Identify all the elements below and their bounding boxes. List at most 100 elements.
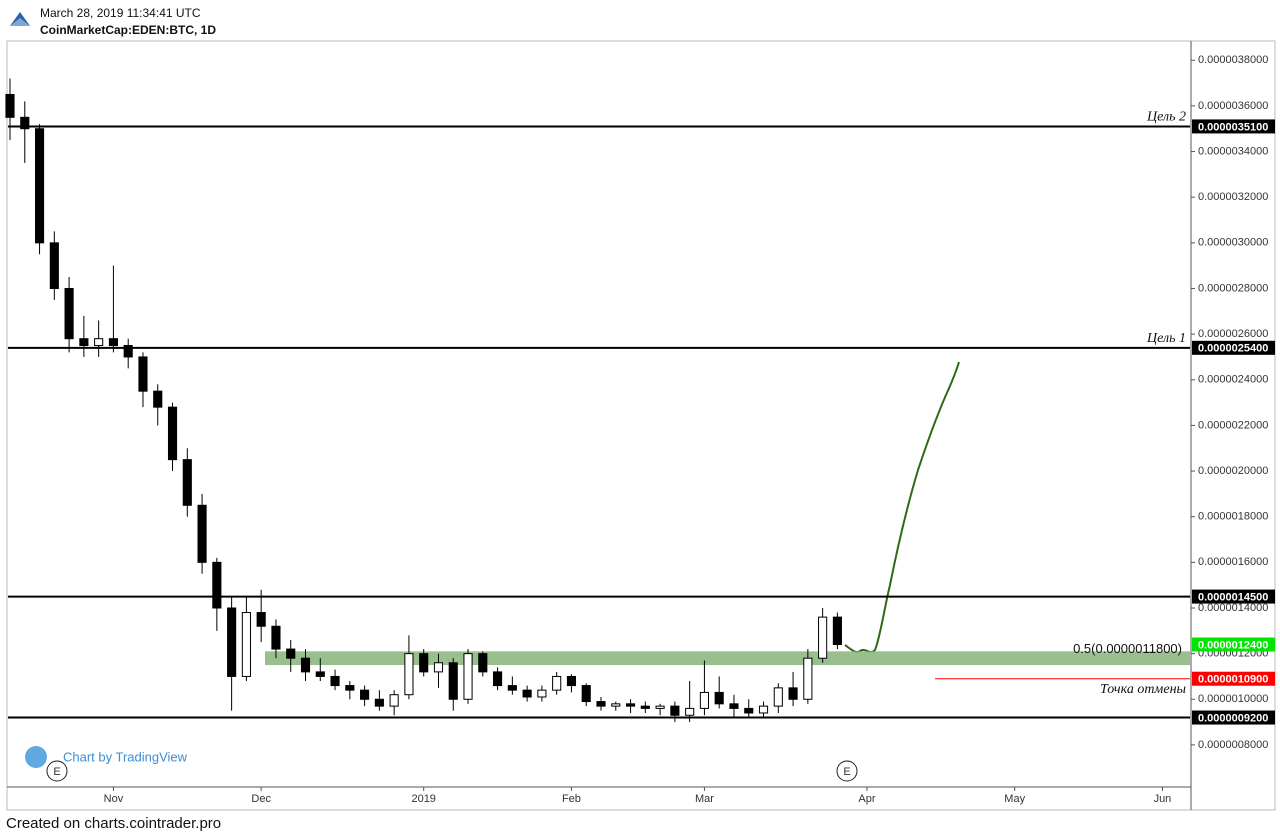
candle-body — [478, 653, 488, 673]
candle-body — [611, 703, 621, 707]
candle-body — [758, 705, 769, 714]
candle-body — [286, 648, 296, 659]
candle-body — [182, 459, 192, 506]
candle-body — [522, 689, 532, 698]
frame — [6, 40, 1276, 811]
candle-body — [389, 694, 399, 707]
level-name: Цель 1 — [1146, 331, 1186, 346]
candle-body — [49, 242, 59, 289]
candle-body — [167, 406, 178, 461]
candle-body — [818, 616, 828, 659]
logo — [10, 12, 30, 26]
y-tick-label: 0.0000016000 — [1198, 556, 1268, 568]
x-tick-label: Dec — [251, 793, 271, 805]
candle-body — [34, 128, 45, 244]
candle-body — [773, 687, 783, 707]
candle-body — [433, 662, 444, 673]
candle-body — [123, 345, 133, 358]
candle-body — [271, 625, 281, 650]
event-marker — [836, 760, 858, 782]
y-tick-label: 0.0000008000 — [1198, 739, 1268, 751]
level-label: 0.0000009200 — [1198, 712, 1268, 724]
candle-body — [153, 390, 163, 408]
candle-body — [448, 662, 458, 700]
level-label-box — [1192, 340, 1275, 355]
candle-body — [507, 685, 517, 691]
candle-body — [360, 689, 370, 700]
y-tick-label: 0.0000030000 — [1198, 237, 1268, 249]
y-tick-label: 0.0000032000 — [1198, 191, 1268, 203]
candle-body — [374, 698, 384, 707]
candle-body — [640, 705, 650, 709]
candle-body — [5, 93, 15, 118]
event-marker-label: E — [843, 766, 850, 778]
event-marker — [46, 760, 68, 782]
chart: Chart by TradingView E E 0.0000008000 0.0… — [5, 40, 1276, 811]
candle-body — [212, 561, 222, 609]
y-tick-label: 0.0000034000 — [1198, 145, 1268, 157]
candle-body — [197, 504, 207, 563]
candle-body — [537, 689, 547, 698]
candle-body — [227, 607, 237, 677]
candle-body — [744, 707, 754, 714]
candle-body — [64, 287, 74, 340]
event-marker-label: E — [53, 766, 60, 778]
candle-body — [552, 675, 562, 691]
candle-body — [625, 703, 636, 707]
y-tick-label: 0.0000028000 — [1198, 282, 1268, 294]
x-tick-label: Jun — [1154, 793, 1172, 805]
watermark: Chart by TradingView — [63, 749, 188, 764]
level-label: 0.0000014500 — [1198, 591, 1268, 603]
level-label-box — [1192, 119, 1275, 134]
candle-body — [581, 685, 591, 703]
candle-body — [300, 657, 311, 673]
y-tick-label: 0.0000022000 — [1198, 419, 1268, 431]
zone-label: 0.5(0.0000011800) — [1073, 641, 1182, 656]
candle-body — [256, 612, 266, 627]
x-tick-label: Feb — [562, 793, 581, 805]
candle-body — [315, 671, 325, 677]
level-label: 0.0000035100 — [1198, 121, 1268, 133]
level-label: 0.0000010900 — [1198, 674, 1268, 686]
tv-watermark: Chart by TradingView — [25, 746, 188, 768]
level-label-box — [1192, 589, 1275, 604]
candle-body — [685, 707, 695, 716]
y-tick-label: 0.0000010000 — [1198, 693, 1268, 705]
symbol: CoinMarketCap:EDEN:BTC, 1D — [40, 23, 217, 37]
candle-body — [94, 338, 104, 347]
level-label-box — [1192, 637, 1275, 652]
y-tick-label: 0.0000038000 — [1198, 54, 1268, 66]
candle-body — [241, 612, 251, 677]
x-tick-label: Mar — [695, 793, 714, 805]
candle-body — [404, 653, 414, 696]
candle-body — [330, 675, 340, 687]
candle-body — [803, 657, 813, 700]
level-label: 0.0000012400 — [1198, 639, 1268, 651]
candle-body — [566, 675, 577, 687]
x-tick-label: 2019 — [411, 793, 435, 805]
y-tick-label: 0.0000024000 — [1198, 374, 1268, 386]
candle-body — [714, 691, 724, 705]
candle-body — [79, 338, 89, 347]
candle-body — [138, 356, 148, 392]
candle-body — [20, 116, 30, 130]
x-tick-label: May — [1004, 793, 1025, 805]
candle-body — [596, 701, 606, 707]
x-tick-label: Apr — [858, 793, 875, 805]
projection-curve — [844, 361, 960, 654]
footer: Created on charts.cointrader.pro — [6, 815, 222, 832]
y-tick-label: 0.0000036000 — [1198, 100, 1268, 112]
level-name: Точка отмены — [1100, 682, 1186, 697]
zone — [265, 651, 1190, 666]
candle-body — [699, 691, 709, 709]
y-tick-label: 0.0000026000 — [1198, 328, 1268, 340]
level-label: 0.0000025400 — [1198, 343, 1268, 355]
candle-body — [345, 685, 355, 691]
candle-body — [670, 705, 680, 716]
candle-body — [493, 671, 503, 687]
candle-body — [419, 653, 429, 673]
timestamp: March 28, 2019 11:34:41 UTC — [40, 6, 201, 20]
y-tick-label: 0.0000018000 — [1198, 511, 1268, 523]
candle-body — [655, 705, 665, 709]
